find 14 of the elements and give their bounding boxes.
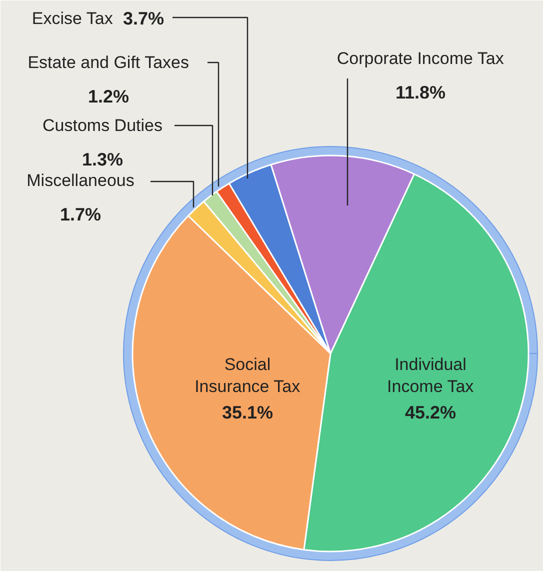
slice-label: Corporate Income Tax: [336, 49, 504, 68]
slice-label: Miscellaneous: [26, 171, 134, 190]
data-label: 11.8%: [395, 82, 446, 102]
slice-label: Excise Tax: [32, 9, 114, 28]
slice-label: Customs Duties: [42, 116, 162, 135]
data-label: 1.2%: [88, 86, 130, 106]
data-label: 1.7%: [60, 204, 102, 224]
data-label: 1.3%: [82, 150, 124, 170]
data-label: 3.7%: [122, 8, 164, 28]
data-label: 45.2%: [404, 402, 456, 422]
slice-label: Social Insurance Tax: [194, 355, 301, 396]
data-label: 35.1%: [222, 402, 274, 422]
slice-label: Estate and Gift Taxes: [28, 53, 189, 72]
slice-label: Individual Income Tax: [387, 355, 474, 396]
